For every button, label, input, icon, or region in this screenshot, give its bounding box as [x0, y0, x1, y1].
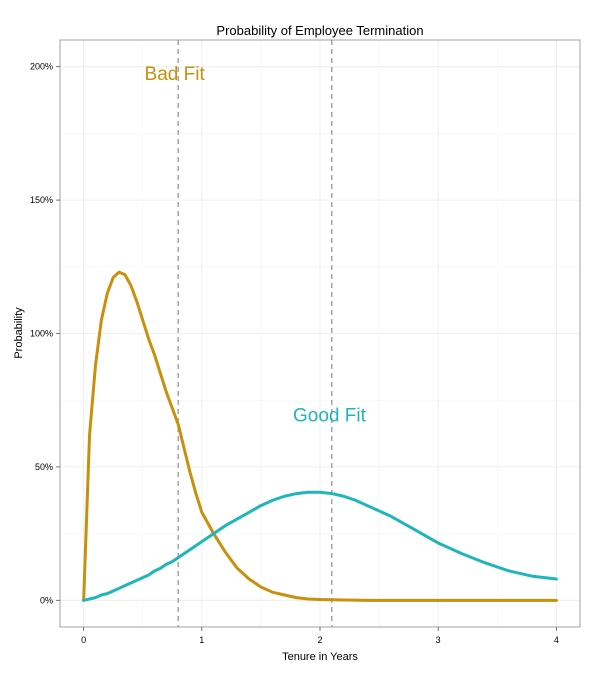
y-axis-title: Probability	[13, 307, 25, 359]
annotation-1: Bad Fit	[145, 64, 206, 85]
annotation-2: Good Fit	[293, 406, 367, 427]
series-line-1	[82, 270, 558, 602]
reference-lines	[177, 40, 333, 627]
grid	[60, 40, 580, 627]
y-tick-label: 50%	[35, 462, 53, 472]
x-tick-label: 1	[199, 635, 204, 645]
y-tick-label: 0%	[40, 595, 53, 605]
x-tick-label: 0	[81, 635, 86, 645]
series-lines	[82, 270, 558, 602]
x-tick-label: 3	[436, 635, 441, 645]
x-tick-label: 2	[317, 635, 322, 645]
y-tick-label: 150%	[30, 195, 53, 205]
y-tick-label: 100%	[30, 329, 53, 339]
chart-title: Probability of Employee Termination	[216, 23, 423, 38]
annotations: Bad Fit Good Fit	[145, 64, 367, 427]
y-axis-ticks: 0% 50% 100% 150% 200%	[30, 62, 60, 605]
y-tick-label: 200%	[30, 62, 53, 72]
x-axis-title: Tenure in Years	[282, 651, 358, 663]
series-line-2	[82, 490, 558, 602]
x-tick-label: 4	[554, 635, 559, 645]
x-axis-ticks: 0 1 2 3 4	[81, 627, 559, 645]
